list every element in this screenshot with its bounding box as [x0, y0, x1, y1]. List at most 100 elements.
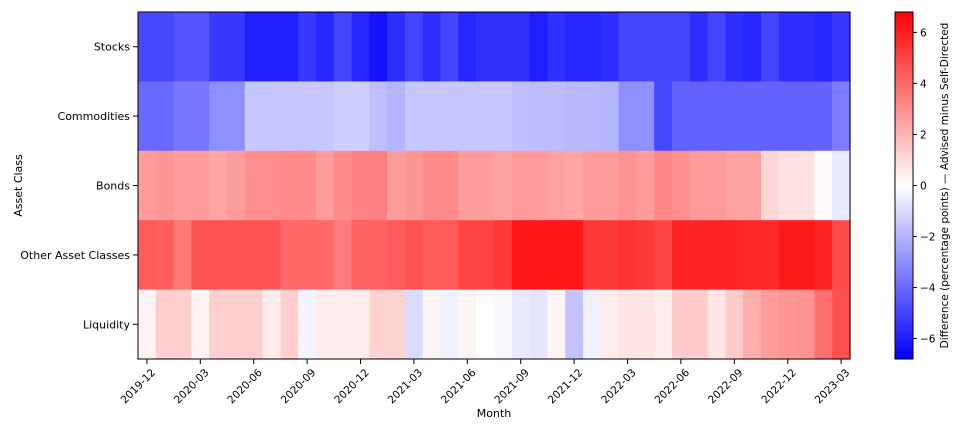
- heatmap-cell: [814, 12, 833, 82]
- heatmap-cell: [351, 81, 370, 152]
- heatmap-cell: [405, 289, 424, 360]
- heatmap-cell: [761, 81, 780, 152]
- heatmap-cell: [155, 81, 175, 152]
- heatmap-cell: [707, 220, 726, 291]
- heatmap-cell: [529, 289, 548, 360]
- heatmap-cell: [565, 220, 584, 291]
- heatmap-cell: [796, 220, 815, 291]
- heatmap-cell: [672, 220, 691, 291]
- heatmap-cell: [600, 220, 620, 291]
- heatmap-cell: [547, 289, 566, 360]
- heatmap-cell: [387, 150, 406, 221]
- colorbar-tick-label: 6: [920, 27, 927, 39]
- heatmap-cell: [316, 81, 335, 152]
- heatmap-cell: [689, 289, 709, 360]
- heatmap-cell: [138, 12, 157, 82]
- heatmap-cell: [405, 81, 424, 152]
- heatmap-cell: [387, 81, 406, 152]
- heatmap-cell: [209, 81, 228, 152]
- colorbar-title: Difference (percentage points) — Advised…: [939, 23, 951, 349]
- heatmap-cell: [191, 12, 210, 82]
- x-tick-label: 2021-09: [492, 367, 532, 407]
- heatmap-cell: [316, 289, 335, 360]
- heatmap-cell: [369, 81, 388, 152]
- heatmap-cell: [422, 289, 442, 360]
- heatmap-cell: [547, 81, 566, 152]
- heatmap-cell: [262, 81, 281, 152]
- heatmap-cell: [209, 150, 228, 221]
- heatmap-cell: [333, 12, 353, 82]
- x-tick-label: 2020-09: [279, 367, 319, 407]
- heatmap-cell: [529, 150, 548, 221]
- heatmap-cell: [333, 150, 353, 221]
- x-tick-label: 2021-12: [546, 367, 586, 407]
- y-tick-label: Liquidity: [83, 318, 131, 331]
- heatmap-cell: [227, 289, 246, 360]
- x-tick-label: 2022-03: [599, 367, 639, 407]
- heatmap-cell: [422, 220, 442, 291]
- heatmap-cell: [600, 81, 620, 152]
- heatmap-cell: [369, 150, 388, 221]
- heatmap-cell: [351, 150, 370, 221]
- heatmap-cell: [529, 12, 548, 82]
- heatmap-cell: [832, 81, 851, 152]
- heatmap-cell: [511, 220, 531, 291]
- heatmap-cell: [832, 220, 851, 291]
- heatmap-cell: [440, 81, 459, 152]
- heatmap-cell: [351, 12, 370, 82]
- heatmap-cell: [689, 220, 709, 291]
- heatmap-cell: [832, 12, 851, 82]
- colorbar-tick-label: 0: [920, 181, 927, 193]
- heatmap-cell: [654, 289, 673, 360]
- heatmap-cell: [618, 150, 637, 221]
- heatmap-cell: [227, 12, 246, 82]
- heatmap-cell: [173, 12, 192, 82]
- heatmap-cell: [244, 220, 264, 291]
- heatmap-cell: [707, 12, 726, 82]
- heatmap-cell: [707, 150, 726, 221]
- heatmap-cell: [405, 12, 424, 82]
- heatmap-cell: [743, 12, 762, 82]
- heatmap-cell: [209, 289, 228, 360]
- heatmap-cell: [316, 12, 335, 82]
- heatmap-cell: [351, 289, 370, 360]
- heatmap-cell: [405, 150, 424, 221]
- heatmap-cell: [155, 289, 175, 360]
- heatmap-cell: [440, 150, 459, 221]
- heatmap-cell: [565, 289, 584, 360]
- x-tick-label: 2020-06: [225, 367, 265, 407]
- x-tick-label: 2022-09: [706, 367, 746, 407]
- heatmap-cell: [227, 81, 246, 152]
- heatmap-cell: [476, 150, 495, 221]
- heatmap-cell: [583, 12, 602, 82]
- heatmap-cell: [298, 12, 317, 82]
- heatmap-cell: [369, 220, 388, 291]
- heatmap-cell: [244, 150, 264, 221]
- heatmap-cell: [369, 12, 388, 82]
- y-axis: Stocks Commodities Bonds Other Asset Classe…: [20, 41, 138, 331]
- heatmap-cell: [511, 289, 531, 360]
- heatmap-cell: [725, 150, 744, 221]
- heatmap-cell: [244, 289, 264, 360]
- colorbar-tick-label: 4: [920, 78, 927, 90]
- heatmap-cell: [280, 220, 299, 291]
- heatmap-cell: [440, 12, 459, 82]
- heatmap-cell: [707, 289, 726, 360]
- heatmap-cell: [529, 81, 548, 152]
- heatmap-cell: [138, 220, 157, 291]
- heatmap-cell: [796, 289, 815, 360]
- heatmap-cell: [654, 12, 673, 82]
- heatmap-cell: [476, 12, 495, 82]
- heatmap-cell: [262, 220, 281, 291]
- heatmap-cell: [458, 289, 477, 360]
- heatmap-cell: [494, 289, 513, 360]
- heatmap-cell: [262, 150, 281, 221]
- x-axis: 2019-12 2020-03 2020-06 2020-09 2020-12 2021-…: [119, 359, 852, 407]
- x-tick-label: 2021-03: [386, 367, 426, 407]
- heatmap-cell: [583, 81, 602, 152]
- heatmap-cell: [280, 289, 299, 360]
- heatmap-cell: [155, 12, 175, 82]
- heatmap-cell: [280, 81, 299, 152]
- heatmap-cell: [547, 150, 566, 221]
